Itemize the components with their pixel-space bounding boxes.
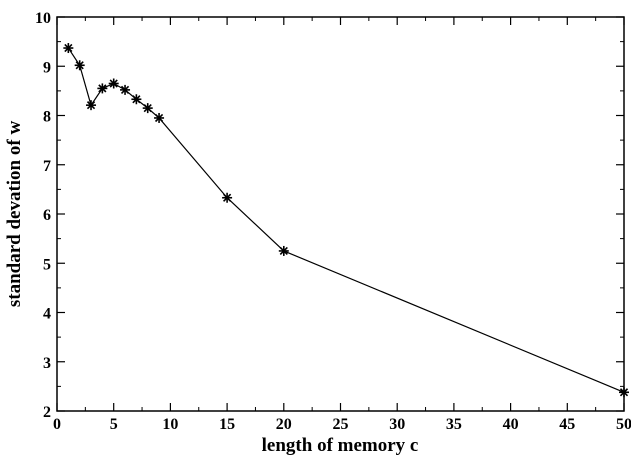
y-tick-label: 4 <box>43 306 51 323</box>
y-tick-label: 2 <box>43 404 51 421</box>
data-point-marker <box>120 84 131 95</box>
data-point-marker <box>278 245 289 256</box>
data-markers <box>63 43 629 398</box>
x-tick-label: 50 <box>616 416 631 433</box>
x-tick-label: 20 <box>276 416 292 433</box>
x-axis-title: length of memory c <box>262 435 419 455</box>
data-point-marker <box>619 387 629 398</box>
x-tick-label: 45 <box>559 416 575 433</box>
y-axis-title: standard devation of w <box>4 121 25 308</box>
plot-frame <box>56 16 625 412</box>
x-tick-label: 30 <box>389 416 405 433</box>
data-point-marker <box>131 94 142 105</box>
y-tick-label: 9 <box>43 59 51 76</box>
data-point-marker <box>86 100 97 111</box>
y-tick-label: 7 <box>43 158 51 175</box>
data-point-marker <box>222 192 233 203</box>
x-tick-label: 40 <box>503 416 519 433</box>
data-point-marker <box>97 83 108 94</box>
axis-ticks <box>56 16 625 412</box>
data-point-marker <box>154 112 165 123</box>
data-point-marker <box>63 43 74 54</box>
data-point-marker <box>142 103 153 114</box>
x-tick-label: 25 <box>333 416 349 433</box>
y-tick-label: 3 <box>43 355 51 372</box>
x-tick-label: 0 <box>53 416 61 433</box>
data-point-marker <box>74 60 85 71</box>
data-point-marker <box>108 78 119 89</box>
y-tick-label: 6 <box>43 207 51 224</box>
y-tick-label: 10 <box>35 10 51 27</box>
y-tick-label: 5 <box>43 256 51 273</box>
x-tick-label: 35 <box>446 416 462 433</box>
x-tick-label: 10 <box>162 416 178 433</box>
x-tick-label: 5 <box>110 416 118 433</box>
y-tick-label: 8 <box>43 109 51 126</box>
x-tick-label: 15 <box>219 416 235 433</box>
series-line <box>67 47 625 393</box>
